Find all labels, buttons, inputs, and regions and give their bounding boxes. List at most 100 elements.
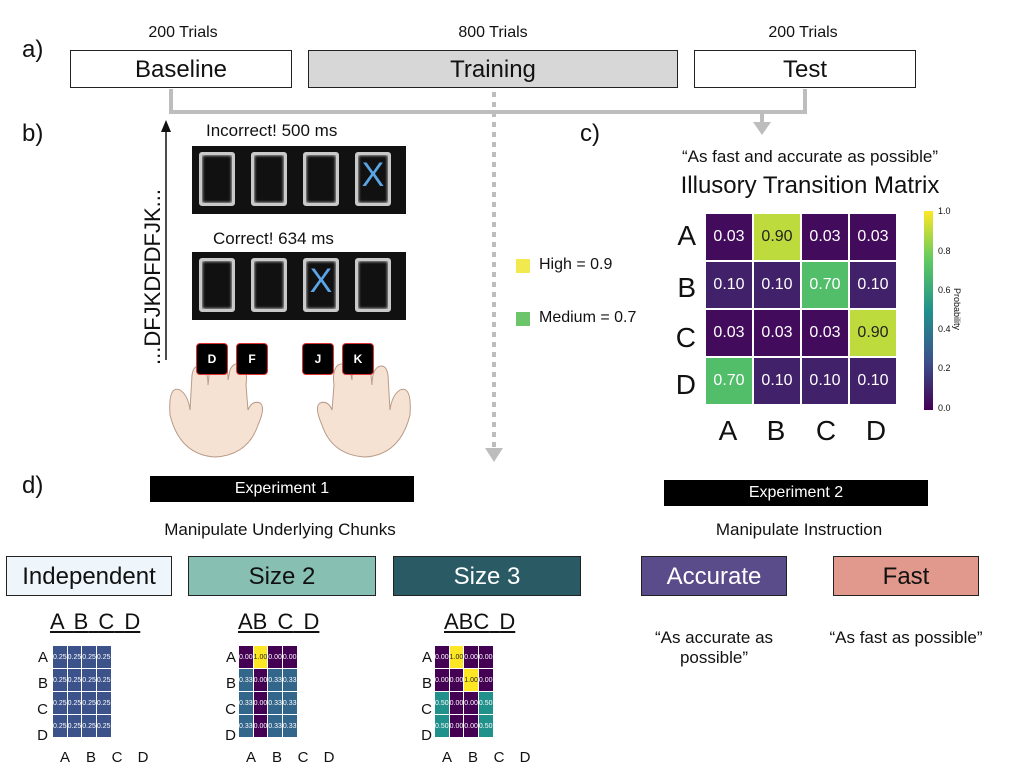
small-row-labels: A B C D — [216, 645, 236, 749]
matrix-cell: 0.25 — [52, 668, 68, 692]
matrix-cell: 0.00 — [434, 645, 450, 669]
feedback-incorrect: Incorrect! 500 ms — [206, 121, 338, 140]
small-row-label: D — [225, 727, 236, 744]
colorbar — [924, 211, 933, 410]
key-d: D — [196, 343, 228, 375]
chunk: B — [73, 609, 89, 634]
chunk: D — [124, 609, 141, 634]
illusory-transition-matrix: 0.03 0.90 0.03 0.03 0.10 0.10 0.70 0.10 0.03 0.03… — [704, 212, 898, 406]
matrix-row: 0.50 0.00 0.00 0.50 — [434, 714, 494, 738]
small-col-label: B — [467, 749, 478, 766]
chunk: C — [277, 609, 294, 634]
condition-fast: Fast — [833, 556, 979, 596]
matrix-cell: 0.70 — [704, 356, 754, 406]
small-col-label: A — [59, 749, 70, 766]
matrix-cell: 0.03 — [704, 308, 754, 358]
matrix-cell: 0.03 — [800, 212, 850, 262]
small-row-label: C — [225, 701, 236, 718]
stimulus-slot — [199, 258, 235, 312]
matrix-cell: 0.25 — [66, 645, 83, 669]
matrix-cell: 0.33 — [238, 714, 254, 738]
legend-label-medium: Medium = 0.7 — [539, 309, 637, 326]
stimulus-slot — [355, 152, 391, 206]
small-col-label: C — [111, 749, 123, 766]
matrix-row: 0.10 0.10 0.70 0.10 — [704, 260, 898, 310]
matrix-cell: 0.25 — [81, 691, 97, 715]
matrix-cell: 0.25 — [81, 645, 97, 669]
stimulus-slot — [303, 258, 339, 312]
phase-box-baseline: Baseline — [70, 50, 292, 88]
small-grid: 0.00 1.00 0.00 0.00 0.33 0.00 0.33 0.33 0.33 0.00… — [238, 645, 298, 738]
matrix-cell: 0.10 — [704, 260, 754, 310]
matrix-cell: 0.25 — [95, 645, 112, 669]
panel-label-b: b) — [22, 120, 44, 147]
small-col-label: D — [519, 749, 531, 766]
panel-label-d: d) — [22, 472, 44, 499]
phase-count-test: 200 Trials — [768, 24, 838, 41]
matrix-cell: 0.25 — [81, 714, 97, 738]
matrix-cell: 0.10 — [800, 356, 850, 406]
chunk-label-independent: A B C D — [50, 609, 140, 635]
phase-count-baseline: 200 Trials — [148, 24, 218, 41]
chunk: ABC — [444, 609, 490, 634]
legend-label-high: High = 0.9 — [539, 256, 613, 273]
matrix-cell: 1.00 — [252, 645, 269, 669]
matrix-cell: 0.03 — [800, 308, 850, 358]
matrix-cell: 0.03 — [848, 212, 898, 262]
stimulus-slot — [251, 258, 287, 312]
phase-count-training: 800 Trials — [458, 24, 528, 41]
task-screen-correct: X — [192, 252, 406, 320]
matrix-row: 0.70 0.10 0.10 0.10 — [704, 356, 898, 406]
matrix-row: 0.33 0.00 0.33 0.33 — [238, 668, 298, 692]
matrix-cell: 0.10 — [848, 260, 898, 310]
matrix-cell: 0.00 — [252, 668, 269, 692]
small-row-label: A — [421, 649, 432, 666]
key-k: K — [342, 343, 374, 375]
matrix-cell: 0.33 — [281, 691, 298, 715]
matrix-instruction: “As fast and accurate as possible” — [681, 147, 939, 166]
stimulus-x: X — [361, 156, 385, 194]
colorbar-label: Probability — [952, 288, 962, 331]
matrix-cell: 0.50 — [434, 714, 450, 738]
matrix-row: 0.03 0.03 0.03 0.90 — [704, 308, 898, 358]
experiment2-bar: Experiment 2 — [664, 480, 928, 506]
small-col-label: A — [441, 749, 452, 766]
condition-accurate: Accurate — [641, 556, 787, 596]
matrix-cell: 0.25 — [95, 714, 112, 738]
matrix-cell: 0.00 — [448, 668, 465, 692]
small-row-label: B — [225, 675, 236, 692]
chunk: A — [50, 609, 64, 634]
small-col-label: B — [85, 749, 96, 766]
matrix-title: Illusory Transition Matrix — [680, 172, 940, 199]
colorbar-tick: 0.0 — [938, 403, 951, 413]
sequence-text: ...DFJKDFDFJK... — [140, 189, 165, 365]
matrix-cell: 0.50 — [434, 691, 450, 715]
experiment1-bar: Experiment 1 — [150, 476, 414, 502]
small-col-label: C — [493, 749, 505, 766]
matrix-cell: 0.00 — [463, 691, 479, 715]
stimulus-slot — [303, 152, 339, 206]
matrix-cell: 0.00 — [477, 645, 494, 669]
matrix-row: 0.33 0.00 0.33 0.33 — [238, 714, 298, 738]
small-row-label: D — [421, 727, 432, 744]
matrix-cell: 0.25 — [52, 714, 68, 738]
matrix-cell: 0.25 — [66, 714, 83, 738]
matrix-cell: 0.25 — [95, 668, 112, 692]
matrix-cell: 0.90 — [848, 308, 898, 358]
small-col-label: D — [323, 749, 335, 766]
matrix-row: 0.33 0.00 0.33 0.33 — [238, 691, 298, 715]
matrix-row: 0.00 0.00 1.00 0.00 — [434, 668, 494, 692]
matrix-cell: 0.25 — [66, 691, 83, 715]
matrix-row: 0.25 0.25 0.25 0.25 — [52, 691, 112, 715]
small-col-label: C — [297, 749, 309, 766]
matrix-cell: 0.00 — [252, 691, 269, 715]
stimulus-slot — [251, 152, 287, 206]
matrix-col-label: D — [865, 415, 887, 446]
colorbar-tick: 0.8 — [938, 246, 951, 256]
chunk-label-size2: AB C D — [238, 609, 319, 635]
matrix-row: 0.00 1.00 0.00 0.00 — [434, 645, 494, 669]
small-grid: 0.25 0.25 0.25 0.25 0.25 0.25 0.25 0.25 0.25 0.25… — [52, 645, 112, 738]
small-col-label: B — [271, 749, 282, 766]
stimulus-x: X — [309, 262, 333, 300]
experiment2-subtitle: Manipulate Instruction — [715, 520, 883, 539]
